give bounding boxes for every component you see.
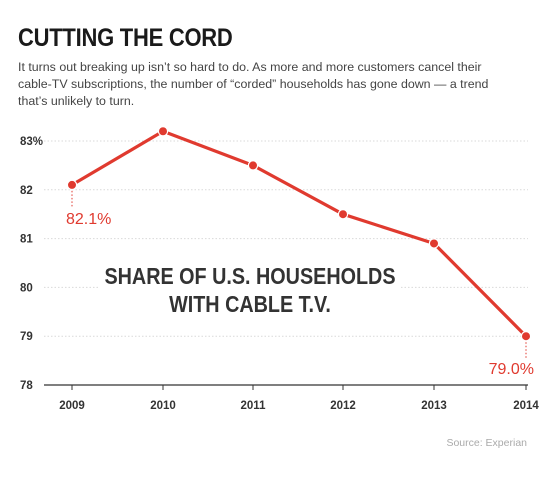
data-point bbox=[520, 331, 532, 342]
source-note: Source: Experian bbox=[446, 437, 527, 449]
gridlines bbox=[44, 140, 528, 337]
annotation-line: SHARE OF U.S. HOUSEHOLDS bbox=[104, 264, 395, 290]
y-tick-label: 80 bbox=[20, 282, 33, 294]
data-series bbox=[66, 126, 532, 342]
x-tick-label: 2011 bbox=[241, 400, 267, 412]
data-point bbox=[66, 179, 78, 191]
annotation-line: WITH CABLE T.V. bbox=[169, 292, 331, 318]
y-tick-label: 78 bbox=[20, 380, 33, 392]
y-tick-label: 82 bbox=[20, 185, 33, 197]
x-tick-label: 2009 bbox=[59, 400, 85, 412]
x-tick-label: 2010 bbox=[150, 400, 176, 412]
y-tick-label: 79 bbox=[20, 331, 33, 343]
chart-description: It turns out breaking up isn’t so hard t… bbox=[18, 60, 489, 108]
x-tick-label: 2013 bbox=[421, 400, 447, 412]
data-point bbox=[337, 208, 349, 220]
y-tick-label: 83% bbox=[20, 136, 43, 148]
x-axis: 2009 2010 2011 2012 2013 2014 bbox=[44, 384, 539, 412]
y-tick-label: 81 bbox=[20, 234, 33, 246]
x-tick-label: 2012 bbox=[330, 400, 356, 412]
x-tick-label: 2014 bbox=[513, 400, 539, 412]
chart-title: CUTTING THE CORD bbox=[18, 24, 233, 52]
data-point bbox=[247, 160, 259, 171]
data-label: 82.1% bbox=[66, 211, 111, 228]
annotation-background bbox=[100, 260, 400, 322]
series-line bbox=[70, 129, 528, 338]
data-label: 79.0% bbox=[489, 361, 534, 378]
data-point bbox=[157, 126, 169, 137]
data-labels: 82.1% 79.0% bbox=[66, 190, 534, 378]
y-axis-tick-labels: 78 79 80 81 82 83% bbox=[20, 136, 43, 392]
data-point bbox=[428, 238, 440, 249]
